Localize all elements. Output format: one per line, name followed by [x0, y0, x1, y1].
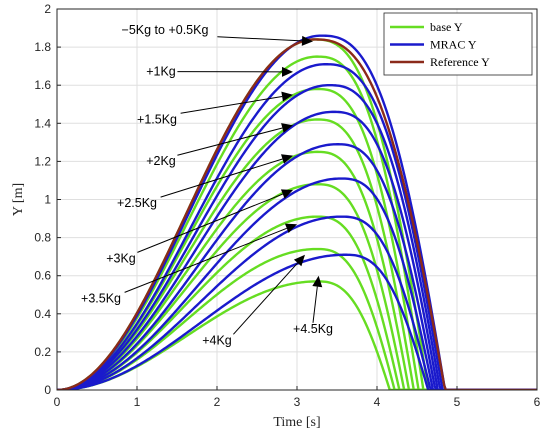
- annotation-arrow-line: [137, 193, 283, 253]
- annotation-arrowhead: [293, 254, 305, 267]
- x-tick-label: 2: [214, 395, 221, 409]
- annotation-label: +2Kg: [146, 154, 176, 168]
- x-tick-label: 3: [294, 395, 301, 409]
- annotation-label: +4Kg: [202, 333, 232, 347]
- annotation-arrowhead: [301, 35, 313, 46]
- annotation-label: +3.5Kg: [81, 291, 121, 305]
- annotation-arrowhead: [284, 223, 297, 233]
- legend-entry: MRAC Y: [430, 38, 477, 52]
- mrac-y-line: [57, 110, 537, 390]
- x-tick-label: 5: [454, 395, 461, 409]
- annotation-arrowhead: [281, 123, 293, 133]
- axis-ticks: 0 1 2 3 4 5 6 0 0.2 0.4 0.6 0.8 1 1.2 1.4 1.6 1.8 2: [34, 2, 540, 409]
- y-axis-label: Y [m]: [11, 183, 26, 216]
- base-y-line: [57, 55, 537, 390]
- x-tick-label: 0: [54, 395, 61, 409]
- y-tick-label: 1.4: [34, 116, 51, 130]
- y-tick-label: 0.4: [34, 307, 51, 321]
- annotation-arrowhead: [280, 189, 293, 199]
- series-layer: [57, 34, 537, 390]
- x-tick-label: 1: [134, 395, 141, 409]
- annotation-arrow-line: [124, 227, 287, 293]
- annotation-label: −5Kg to +0.5Kg: [122, 23, 209, 37]
- annotation-arrow-line: [177, 127, 283, 156]
- y-tick-label: 0.2: [34, 345, 51, 359]
- y-tick-label: 0.8: [34, 231, 51, 245]
- x-tick-label: 6: [534, 395, 541, 409]
- annotation-arrow-line: [233, 262, 299, 335]
- y-tick-label: 0.6: [34, 269, 51, 283]
- annotation-label: +1Kg: [146, 65, 176, 79]
- mrac-y-line: [57, 177, 537, 390]
- annotation-arrowhead: [312, 275, 323, 288]
- annotation-label: +4.5Kg: [293, 322, 333, 336]
- x-axis-label: Time [s]: [273, 415, 320, 430]
- legend-entry: base Y: [430, 20, 463, 34]
- legend: base Y MRAC Y Reference Y: [383, 12, 533, 76]
- y-tick-label: 1.6: [34, 78, 51, 92]
- annotation-label: +1.5Kg: [137, 112, 177, 126]
- annotation-arrowhead: [281, 154, 293, 164]
- mrac-y-line: [57, 143, 537, 390]
- y-tick-label: 2: [44, 2, 51, 16]
- annotations: −5Kg to +0.5Kg +1Kg +1.5Kg +2Kg +2.5Kg +3Kg +3…: [81, 23, 333, 348]
- annotation-arrow-line: [217, 36, 303, 42]
- mrac-y-line: [57, 63, 537, 390]
- y-tick-label: 0: [44, 383, 51, 397]
- annotation-arrow-line: [312, 286, 318, 323]
- y-tick-label: 1: [44, 193, 51, 207]
- x-tick-label: 4: [374, 395, 381, 409]
- annotation-arrow-line: [160, 158, 283, 198]
- y-tick-label: 1.8: [34, 40, 51, 54]
- mrac-y-line: [57, 84, 537, 390]
- annotation-arrow-line: [180, 96, 283, 114]
- annotation-arrowhead: [281, 66, 293, 77]
- base-y-line: [57, 183, 537, 390]
- annotation-label: +3Kg: [106, 251, 136, 265]
- mrac-y-line: [57, 215, 537, 390]
- y-tick-label: 1.2: [34, 154, 51, 168]
- annotation-label: +2.5Kg: [117, 196, 157, 210]
- reference-y-line: [57, 38, 537, 390]
- annotation-arrowhead: [281, 91, 293, 102]
- legend-entry: Reference Y: [430, 55, 490, 69]
